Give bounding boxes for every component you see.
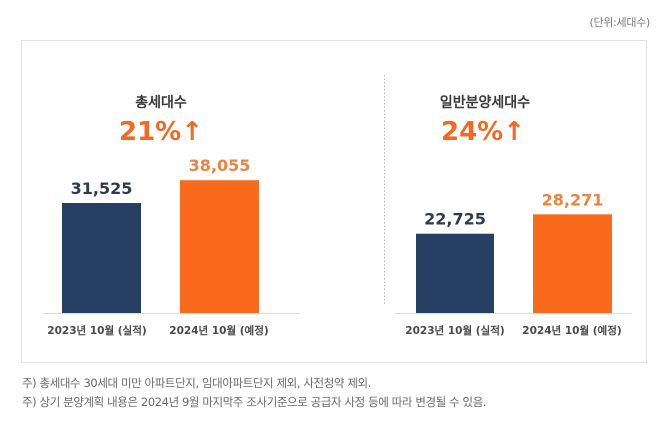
growth-percent: 24% — [441, 117, 503, 147]
bar-2023 — [62, 203, 141, 313]
x-tick-label-2023: 2023년 10월 (실적) — [405, 324, 504, 337]
chart-title: 일반분양세대수 — [440, 94, 530, 111]
chart-panel-total-households: 총세대수 21%↑ 31,525 38,055 2023년 10월 (실적) 2… — [43, 95, 300, 337]
growth-rate: 21%↑ — [119, 117, 203, 147]
footnote: 주) 총세대수 30세대 미만 아파트단지, 임대아파트단지 제외, 사전청약 … — [22, 376, 371, 390]
bar-2023 — [416, 233, 494, 313]
bar-2024 — [180, 180, 259, 313]
footnotes: 주) 총세대수 30세대 미만 아파트단지, 임대아파트단지 제외, 사전청약 … — [22, 374, 487, 412]
value-label-2023: 31,525 — [71, 179, 133, 198]
x-tick-label-2023: 2023년 10월 (실적) — [47, 324, 146, 337]
x-tick-label-2024: 2024년 10월 (예정) — [522, 324, 621, 337]
value-label-2023: 22,725 — [424, 210, 486, 229]
up-arrow-icon: ↑ — [181, 117, 203, 147]
growth-rate: 24%↑ — [441, 117, 525, 147]
chart-panel-general-sale-households: 일반분양세대수 24%↑ 22,725 28,271 2023년 10월 (실적… — [395, 94, 632, 337]
x-tick-label-2024: 2024년 10월 (예정) — [169, 324, 268, 337]
chart-title: 총세대수 — [135, 95, 187, 111]
up-arrow-icon: ↑ — [503, 117, 525, 147]
growth-percent: 21% — [119, 117, 181, 147]
value-label-2024: 38,055 — [189, 156, 251, 175]
value-label-2024: 28,271 — [542, 190, 604, 209]
unit-label: (단위:세대수) — [589, 16, 651, 29]
footnote: 주) 상기 분양계획 내용은 2024년 9월 마지막주 조사기준으로 공급자 … — [22, 395, 487, 409]
bar-2024 — [533, 214, 612, 313]
